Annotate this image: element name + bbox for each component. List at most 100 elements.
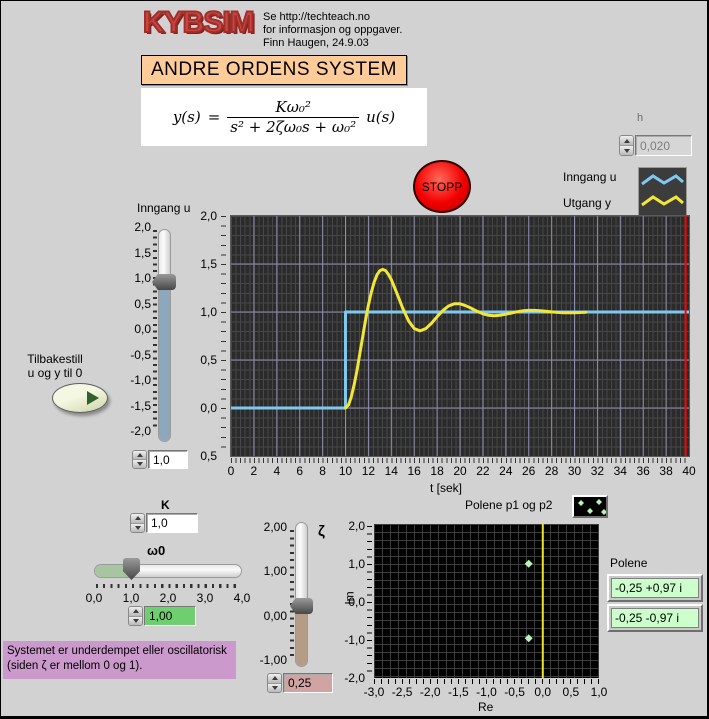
input-value-stepper[interactable] (132, 450, 147, 469)
w0-slider-fill (95, 565, 131, 577)
formula-denominator: s² + 2ζω₀s + ω₀² (227, 116, 360, 137)
main-chart-x-tick-label: 6 (296, 464, 304, 478)
main-chart-x-tick-label: 24 (499, 464, 513, 478)
input-slider-scale-label: 1,5 (134, 245, 151, 260)
input-slider-scale-label: -2,0 (130, 424, 151, 438)
input-slider-scale-label: 2,0 (134, 220, 151, 234)
input-slider-scale-label: 1,0 (134, 271, 151, 285)
main-chart-y-labels: 2,0 1,5 1,0 0,5 0,0 0,5 (185, 209, 217, 463)
input-stepper-up[interactable] (133, 451, 146, 459)
up-arrow-icon (136, 453, 143, 457)
main-chart-x-ticks (231, 458, 689, 463)
pole-chart-y-tick-label: -1,0 (344, 633, 365, 647)
damping-message-box: Systemet er underdempet eller oscillator… (3, 641, 236, 679)
main-chart-x-tick-label: 20 (453, 464, 467, 478)
k-stepper-down[interactable] (131, 522, 144, 532)
pole-chart-y-tick-label: 2,0 (348, 519, 365, 533)
main-chart-x-tick-label: 12 (361, 464, 376, 478)
pole-p1-value: -0,25 +0,97 i (611, 578, 699, 598)
pole-chart-y-tick-label: -2,0 (344, 671, 365, 685)
up-arrow-icon (132, 609, 139, 614)
down-arrow-icon (134, 525, 141, 530)
main-chart-svg (229, 216, 691, 456)
main-chart-y-tick-label: 0,5 (200, 449, 217, 463)
pole-chart-x-axis-title: Re (478, 700, 494, 714)
pole-chart-plot-area (374, 524, 599, 678)
zeta-value-field[interactable]: 0,25 (283, 673, 333, 693)
reset-label-line-1: Tilbakestill (27, 352, 83, 366)
main-chart-x-tick-label: 2 (250, 464, 258, 478)
pole-chart-x-tick-label: -1,0 (476, 685, 497, 699)
pole-chart-x-ticks (374, 679, 599, 684)
up-arrow-icon (271, 676, 278, 681)
main-chart-y-tick-label: 2,0 (200, 209, 217, 223)
zeta-stepper-up[interactable] (268, 674, 281, 683)
input-stepper-down[interactable] (133, 459, 146, 468)
stop-button[interactable]: STOPP (413, 160, 471, 213)
w0-value-field[interactable]: 1,00 (144, 606, 196, 626)
input-value-field[interactable]: 1,0 (148, 450, 188, 469)
poles-display-label: Polene (610, 556, 648, 570)
message-line-2: (siden ζ er mellom 0 og 1). (7, 660, 143, 672)
h-stepper[interactable] (619, 135, 634, 156)
zeta-scale-label: 1,00 (263, 564, 287, 579)
w0-label: ω0 (147, 543, 166, 558)
k-label: K (161, 498, 170, 512)
pole-chart-x-tick-label: 1,0 (590, 685, 608, 699)
pole-chart-y-ticks (367, 526, 372, 678)
zeta-stepper[interactable] (267, 673, 282, 693)
h-stepper-down[interactable] (620, 145, 633, 155)
transfer-function-formula: y(s) = Kω₀² s² + 2ζω₀s + ω₀² u(s) (141, 88, 427, 146)
w0-slider-handle[interactable] (123, 558, 140, 580)
pole-chart-y-labels: 2,0 1,0 0,0 -1,0 -2,0 (337, 519, 365, 685)
zeta-slider-ticks (290, 530, 294, 661)
zeta-slider-fill (296, 606, 307, 666)
pole-chart-x-tick-label: -2,5 (391, 685, 413, 699)
page-title: ANDRE ORDENS SYSTEM (141, 55, 407, 85)
down-arrow-icon (271, 685, 278, 690)
main-chart-x-tick-label: 14 (384, 464, 398, 478)
k-value-field[interactable]: 1,0 (146, 513, 198, 533)
zeta-slider-handle[interactable] (290, 598, 313, 614)
main-chart-x-tick-label: 18 (430, 464, 444, 478)
main-chart-x-tick-label: 32 (590, 464, 605, 478)
pole-markers-icon (578, 499, 607, 515)
pole-chart-svg (524, 524, 544, 678)
main-chart-x-tick-label: 16 (407, 464, 421, 478)
h-stepper-up[interactable] (620, 136, 633, 145)
pole-p1-display: -0,25 +0,97 i (607, 574, 703, 602)
zeta-stepper-down[interactable] (268, 682, 281, 692)
w0-stepper-down[interactable] (129, 615, 142, 625)
input-slider-scale-label: 0,0 (134, 322, 151, 336)
pole-p2-value: -0,25 -0,97 i (611, 608, 699, 628)
down-arrow-icon (132, 618, 139, 623)
pole-chart-y-tick-label: 0,0 (348, 595, 365, 609)
pole-chart-x-tick-label: -2,0 (419, 685, 441, 699)
main-chart-x-tick-label: 4 (273, 464, 281, 478)
main-chart-x-tick-label: 40 (682, 464, 696, 478)
input-slider-fill (159, 282, 170, 441)
reset-label-line-2: u og y til 0 (27, 366, 83, 380)
pole-chart-x-tick-label: -3,0 (363, 685, 385, 699)
zeta-slider-scale: 2,00 1,00 0,00 -1,00 (249, 520, 287, 667)
chart-legend-icon[interactable] (638, 167, 687, 216)
formula-equals: = (207, 108, 221, 126)
reset-button[interactable] (52, 383, 108, 413)
formula-numerator: Kω₀² (275, 97, 311, 116)
w0-stepper-up[interactable] (129, 607, 142, 616)
pole-chart-legend-icon[interactable] (572, 495, 608, 518)
main-chart-x-tick-label: 8 (319, 464, 326, 478)
w0-stepper[interactable] (128, 606, 143, 626)
k-stepper-up[interactable] (131, 514, 144, 523)
input-slider-handle[interactable] (152, 274, 176, 290)
up-arrow-icon (134, 516, 141, 521)
input-slider-scale-label: -0,5 (130, 347, 151, 362)
main-chart-x-tick-label: 36 (636, 464, 650, 478)
w0-slider-ticks (96, 584, 241, 588)
up-arrow-icon (623, 138, 630, 143)
h-field[interactable]: 0,020 (635, 135, 692, 156)
down-arrow-icon (136, 462, 143, 466)
k-stepper[interactable] (130, 513, 145, 533)
w0-scale-label: 0,0 (85, 591, 103, 605)
zeta-scale-label: -1,00 (259, 653, 287, 667)
